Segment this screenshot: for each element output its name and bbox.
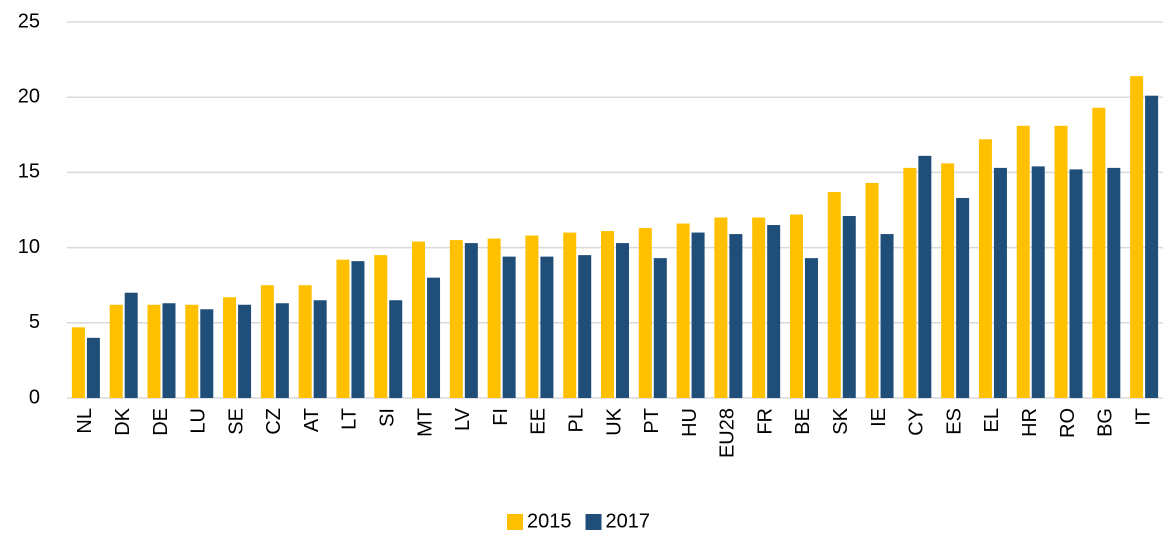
bar xyxy=(124,292,138,398)
bar xyxy=(487,238,501,398)
y-tick-label: 5 xyxy=(29,311,40,333)
bar xyxy=(336,259,350,398)
x-tick-label: AT xyxy=(301,408,323,432)
bar xyxy=(691,232,705,398)
x-tick-label: NL xyxy=(74,408,96,434)
bar xyxy=(427,277,441,398)
x-tick-label: FR xyxy=(754,408,776,435)
bar xyxy=(578,255,592,398)
x-tick-label: BE xyxy=(792,408,814,435)
x-tick-label: HU xyxy=(679,408,701,437)
bar xyxy=(653,258,667,398)
x-tick-label: FI xyxy=(490,408,512,426)
bar xyxy=(238,304,252,398)
bar xyxy=(1054,125,1068,398)
bar xyxy=(162,303,176,398)
bar xyxy=(1107,167,1121,398)
bar xyxy=(865,182,879,398)
x-tick-label: MT xyxy=(414,408,436,437)
legend-label: 2017 xyxy=(606,510,651,532)
x-tick-label: HR xyxy=(1019,408,1041,437)
bar xyxy=(714,217,728,398)
x-tick-label: PL xyxy=(565,408,587,432)
bar xyxy=(1145,95,1159,399)
bar xyxy=(616,243,629,398)
bar xyxy=(827,191,841,398)
legend-label: 2015 xyxy=(527,510,572,532)
x-tick-label: LV xyxy=(452,407,474,431)
y-tick-label: 10 xyxy=(18,236,40,258)
bar xyxy=(275,303,289,398)
bar xyxy=(993,167,1007,398)
bar xyxy=(502,256,516,398)
bar xyxy=(147,304,161,398)
bar xyxy=(351,261,365,398)
y-tick-label: 0 xyxy=(29,386,40,408)
x-tick-label: DK xyxy=(112,407,134,435)
x-tick-label: RO xyxy=(1057,408,1079,438)
bar xyxy=(1092,107,1106,398)
x-tick-label: UK xyxy=(603,407,625,435)
bar xyxy=(109,304,123,398)
bar xyxy=(223,297,237,398)
x-tick-label: EL xyxy=(981,408,1003,432)
bar xyxy=(540,256,554,398)
x-tick-label: PT xyxy=(641,408,663,434)
bar xyxy=(525,235,539,398)
bar xyxy=(563,232,577,398)
bar xyxy=(880,234,894,398)
bar xyxy=(389,300,403,398)
bar xyxy=(978,139,992,398)
y-tick-label: 15 xyxy=(18,161,40,183)
y-tick-label: 20 xyxy=(18,85,40,107)
x-tick-label: CZ xyxy=(263,408,285,435)
bar xyxy=(313,300,327,398)
bar xyxy=(298,285,312,398)
bar xyxy=(412,241,426,398)
bar xyxy=(374,255,388,398)
bar xyxy=(1069,169,1083,398)
bar xyxy=(260,285,274,398)
x-tick-label: DE xyxy=(150,408,172,436)
bar xyxy=(903,167,917,398)
x-tick-label: SE xyxy=(225,408,247,435)
bar xyxy=(918,155,932,398)
bar xyxy=(71,327,85,398)
bar xyxy=(200,309,214,398)
bar xyxy=(449,240,463,398)
bar xyxy=(86,337,100,398)
x-tick-label: EE xyxy=(528,408,550,435)
x-tick-label: ES xyxy=(943,408,965,435)
x-tick-label: SI xyxy=(377,408,399,427)
legend-swatch xyxy=(507,514,523,530)
bar xyxy=(601,231,614,398)
x-tick-label: CY xyxy=(906,408,928,436)
x-tick-label: LT xyxy=(339,408,361,430)
x-tick-label: IE xyxy=(868,408,890,427)
bar xyxy=(1031,166,1045,398)
bar xyxy=(941,163,955,398)
x-tick-label: EU28 xyxy=(717,408,739,458)
x-tick-label: LU xyxy=(188,408,210,434)
bar xyxy=(789,214,803,398)
bar xyxy=(767,225,781,398)
y-tick-label: 25 xyxy=(18,10,40,32)
x-tick-label: IT xyxy=(1132,408,1154,426)
x-tick-label: SK xyxy=(830,407,852,434)
bar xyxy=(956,197,970,398)
x-tick-label: BG xyxy=(1095,408,1117,437)
bar xyxy=(804,258,818,398)
bar xyxy=(729,234,743,398)
bar xyxy=(1130,76,1144,399)
bar xyxy=(1016,125,1030,398)
bar xyxy=(842,216,856,398)
legend-swatch xyxy=(585,514,602,530)
bar xyxy=(676,223,690,398)
bar xyxy=(638,228,652,398)
bar xyxy=(464,243,478,398)
bar xyxy=(185,304,199,398)
bar xyxy=(752,217,766,398)
